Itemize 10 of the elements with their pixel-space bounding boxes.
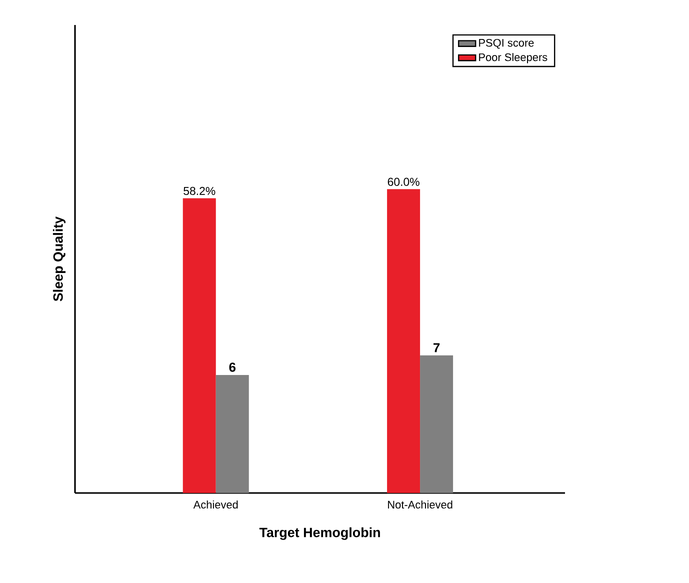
- x-tick-label: Achieved: [193, 500, 238, 509]
- legend-label: PSQI score: [479, 38, 534, 49]
- x-axis-title: Target Hemoglobin: [259, 527, 380, 540]
- data-label: 60.0%: [388, 178, 420, 186]
- data-label: 6: [229, 362, 236, 372]
- y-axis-title: Sleep Quality: [52, 216, 66, 302]
- data-label: 58.2%: [184, 186, 216, 196]
- legend-label: Poor Sleepers: [479, 53, 548, 64]
- x-tick-label: Not-Achieved: [388, 500, 452, 509]
- data-label: 7: [434, 343, 440, 352]
